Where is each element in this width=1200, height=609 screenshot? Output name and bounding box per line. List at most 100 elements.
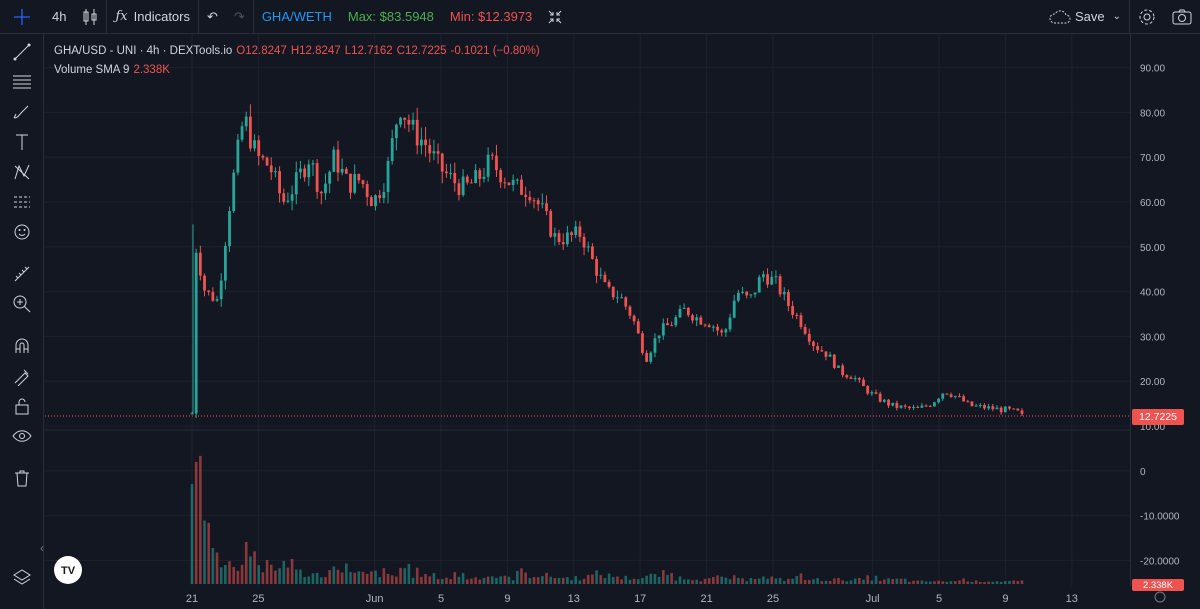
volume-bar xyxy=(849,580,853,584)
candle xyxy=(620,293,623,299)
y-tick-label: 50.00 xyxy=(1140,243,1165,254)
candle xyxy=(945,393,949,395)
pattern-tool[interactable] xyxy=(8,158,36,186)
candle xyxy=(324,173,327,201)
candle xyxy=(812,340,815,351)
volume-bar xyxy=(611,577,615,584)
x-tick-label: 21 xyxy=(700,593,712,605)
volume-bar xyxy=(641,578,644,584)
magnet-tool[interactable] xyxy=(8,332,36,360)
volume-bar xyxy=(891,579,895,584)
x-tick-label: 25 xyxy=(767,593,779,605)
candle xyxy=(770,271,774,286)
candles-icon xyxy=(83,8,97,25)
save-button[interactable]: Save ⌄ xyxy=(1041,0,1129,34)
collapse-left-icon[interactable]: ‹ xyxy=(40,541,44,555)
candle xyxy=(732,294,736,319)
zoom-tool[interactable] xyxy=(8,290,36,318)
candle xyxy=(787,289,790,312)
volume-bar xyxy=(662,570,665,584)
price-axis[interactable] xyxy=(1130,34,1200,586)
screenshot-button[interactable] xyxy=(1164,0,1200,34)
candle xyxy=(445,163,448,178)
text-tool[interactable] xyxy=(8,128,36,156)
crosshair-menu-button[interactable] xyxy=(0,0,44,34)
x-tick-label: Jun xyxy=(366,593,384,605)
candle xyxy=(361,179,365,189)
volume-bar xyxy=(695,579,698,584)
volume-bar xyxy=(791,578,794,584)
settings-button[interactable] xyxy=(1129,0,1164,34)
volume-bar xyxy=(474,577,477,584)
top-toolbar: 4h ƒx Indicators ↶ ↷ GHA/WETH Max: $83.5… xyxy=(0,0,1200,34)
volume-bar xyxy=(482,577,486,584)
volume-bar xyxy=(495,577,498,584)
emoji-tool[interactable] xyxy=(8,218,36,246)
candle xyxy=(198,245,202,281)
hide-tool[interactable] xyxy=(8,422,36,450)
volume-bar xyxy=(837,578,840,584)
candle xyxy=(499,168,503,189)
lock-tool[interactable] xyxy=(8,392,36,420)
volume-bar xyxy=(486,576,490,584)
redo-button[interactable]: ↷ xyxy=(226,0,253,34)
volume-bar xyxy=(1020,580,1024,584)
candle xyxy=(782,287,786,301)
fullscreen-button[interactable] xyxy=(540,0,570,34)
volume-bar xyxy=(828,581,832,584)
candle xyxy=(611,286,615,300)
max-price: Max: $83.5948 xyxy=(340,0,442,34)
volume-bar xyxy=(224,565,227,584)
volume-bar xyxy=(795,575,799,584)
chart-grid xyxy=(45,34,1130,586)
volume-bar xyxy=(461,572,465,584)
ruler-tool[interactable] xyxy=(8,260,36,288)
volume-bar xyxy=(591,574,594,584)
pair-button[interactable]: GHA/WETH xyxy=(252,0,340,34)
volume-bar xyxy=(203,520,206,584)
candle xyxy=(232,169,236,214)
volume-bar xyxy=(290,558,294,584)
trash-icon xyxy=(15,470,29,487)
volume-bar xyxy=(770,576,774,584)
candle xyxy=(453,162,457,192)
volume-bar xyxy=(824,580,828,584)
chart-type-button[interactable] xyxy=(74,0,106,34)
undo-button[interactable]: ↶ xyxy=(198,0,226,34)
candle xyxy=(357,173,361,184)
prediction-tool[interactable] xyxy=(8,188,36,216)
interval-button[interactable]: 4h xyxy=(44,0,74,34)
candle xyxy=(574,220,578,239)
candle xyxy=(1008,405,1011,411)
lock-drawing-tool[interactable] xyxy=(8,362,36,390)
object-tree-button[interactable] xyxy=(8,564,36,592)
candle xyxy=(507,182,511,186)
volume-bar xyxy=(465,579,469,584)
trendline-tool[interactable] xyxy=(8,38,36,66)
candle xyxy=(528,190,532,204)
candle xyxy=(962,394,966,402)
volume-bar xyxy=(841,580,844,584)
candle xyxy=(219,273,223,307)
remove-tool[interactable] xyxy=(8,464,36,492)
candle xyxy=(428,138,432,163)
volume-bar xyxy=(974,580,978,584)
x-tick-label: 21 xyxy=(186,593,198,605)
candle xyxy=(211,287,215,302)
candle xyxy=(223,241,227,290)
brush-tool[interactable] xyxy=(8,98,36,126)
candle xyxy=(190,411,194,415)
indicators-button[interactable]: ƒx Indicators xyxy=(106,0,198,34)
candle xyxy=(495,144,498,177)
volume-bar xyxy=(878,580,882,584)
volume-bar xyxy=(674,580,678,584)
candle xyxy=(970,401,974,407)
volume-bar xyxy=(732,575,736,584)
fib-tool[interactable] xyxy=(8,68,36,96)
candle xyxy=(724,327,728,337)
axis-settings-button[interactable] xyxy=(1154,591,1166,603)
volume-bar xyxy=(349,572,352,584)
candle xyxy=(695,314,699,327)
x-tick-label: 13 xyxy=(568,593,580,605)
